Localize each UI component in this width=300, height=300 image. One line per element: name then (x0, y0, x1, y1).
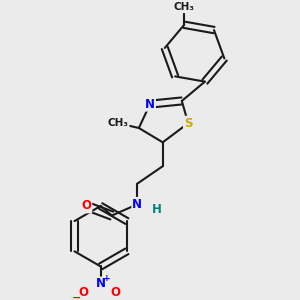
Text: N: N (145, 98, 155, 111)
Text: CH₃: CH₃ (174, 2, 195, 12)
Text: −: − (71, 292, 81, 300)
Text: H: H (152, 203, 161, 216)
Text: O: O (110, 286, 120, 299)
Text: +: + (103, 274, 110, 283)
Text: S: S (184, 117, 192, 130)
Text: O: O (78, 286, 88, 299)
Text: CH₃: CH₃ (108, 118, 129, 128)
Text: O: O (81, 200, 91, 212)
Text: N: N (96, 278, 106, 290)
Text: N: N (132, 198, 142, 211)
